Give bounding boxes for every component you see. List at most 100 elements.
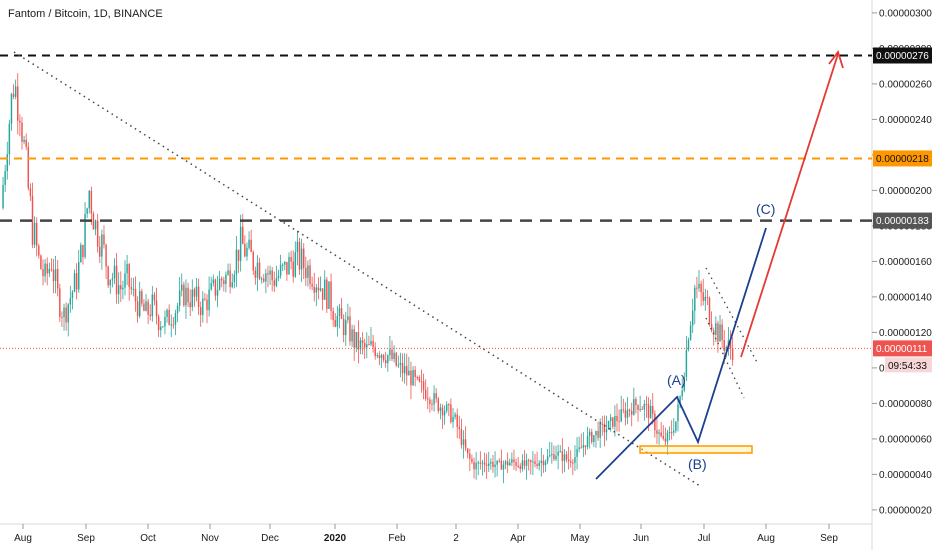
candle-body [351, 329, 353, 342]
candle-body [94, 220, 97, 230]
candle-body [307, 265, 309, 278]
candle-body [448, 404, 450, 406]
candle-body [126, 264, 128, 274]
candle-body [164, 316, 166, 327]
candle-body [464, 439, 467, 449]
time-tick-label: May [571, 533, 590, 544]
candle-body [454, 414, 456, 417]
candle-body [670, 432, 673, 434]
candle-body [456, 414, 458, 427]
candle-body [437, 398, 440, 411]
candle-body [69, 298, 72, 305]
candle-body [551, 454, 553, 456]
time-tick-label: 2020 [324, 533, 347, 544]
candle-body [363, 342, 366, 348]
candle-body [141, 291, 143, 304]
price-axis[interactable]: 0.00000020 0.00000040 0.00000060 0.00000080… [872, 8, 932, 516]
price-tag-183-bg [873, 212, 932, 229]
candle-body [719, 324, 721, 342]
candle-body [40, 255, 42, 270]
candle-body [536, 464, 538, 466]
candle-body [506, 461, 509, 466]
candle-body [721, 324, 723, 341]
candle-body [391, 349, 393, 359]
candle-body [498, 460, 500, 462]
candle-body [92, 213, 95, 230]
candle-body [178, 290, 181, 306]
candle-body [538, 462, 540, 466]
candle-body [258, 262, 261, 279]
candle-body [416, 376, 418, 378]
candle-body [151, 294, 154, 317]
candle-body [174, 313, 177, 325]
candle-body [384, 360, 387, 364]
time-axis[interactable]: Aug Sep Oct Nov Dec 2020 Feb 2 Apr May Jun Jul Aug Se… [14, 524, 838, 544]
candle-body [71, 291, 74, 299]
candle-body [300, 248, 303, 270]
candle-body [166, 309, 168, 317]
candle-body [496, 460, 498, 465]
candle-body [347, 316, 349, 321]
candle-body [399, 362, 402, 365]
candle-body [622, 409, 625, 411]
candle-body [635, 399, 637, 406]
candle-body [86, 208, 88, 214]
candle-body [660, 432, 662, 437]
price-tick-label: 0.00000080 [879, 399, 932, 410]
candle-body [59, 288, 61, 318]
candle-body [185, 287, 187, 306]
candle-body [387, 355, 389, 364]
candle-body [359, 340, 362, 350]
support-zone-box [639, 445, 753, 454]
candle-body [370, 341, 372, 345]
candle-body [683, 377, 686, 391]
candle-body [342, 318, 345, 336]
candle-body [260, 278, 263, 280]
candle-body [187, 287, 189, 303]
candle-body [117, 285, 120, 295]
time-tick-label: Dec [261, 533, 279, 544]
price-tick-label: 0.00000300 [879, 8, 932, 19]
candle-body [481, 462, 484, 464]
candle-body [519, 466, 522, 469]
candle-body [168, 309, 170, 325]
candle-body [689, 325, 692, 340]
candle-body [199, 307, 202, 316]
candle-body [462, 439, 465, 445]
candle-body [216, 289, 219, 296]
price-tick-label: 0.00000120 [879, 328, 932, 339]
candle-body [130, 286, 133, 290]
candle-body [317, 287, 320, 291]
candle-body [231, 282, 233, 288]
candle-body [101, 234, 103, 257]
candle-body [193, 289, 196, 297]
candle-body [61, 317, 63, 319]
candle-body [601, 423, 604, 425]
countdown-tag-text: 09:54:33 [888, 361, 927, 372]
candle-body [620, 409, 622, 422]
candle-body [54, 269, 57, 282]
candle-body [50, 268, 53, 270]
candle-body [143, 303, 145, 311]
candle-body [534, 461, 536, 465]
candle-body [212, 279, 215, 284]
time-tick-label: Sep [77, 533, 95, 544]
candle-body [75, 273, 78, 290]
candle-body [149, 314, 151, 317]
candle-body [12, 93, 15, 97]
candle-body [67, 304, 69, 323]
time-tick-label: Jul [698, 533, 711, 544]
candle-body [172, 324, 175, 326]
candle-body [433, 393, 435, 405]
candle-body [223, 280, 225, 285]
candle-body [466, 448, 469, 454]
candle-body [612, 417, 614, 427]
price-tag-current-text: 0.00000111 [876, 344, 928, 355]
candle-body [218, 278, 221, 290]
candle-body [229, 270, 231, 288]
candle-body [681, 390, 683, 397]
candle-body [309, 265, 311, 285]
candle-body [616, 415, 618, 422]
candle-body [410, 370, 412, 386]
